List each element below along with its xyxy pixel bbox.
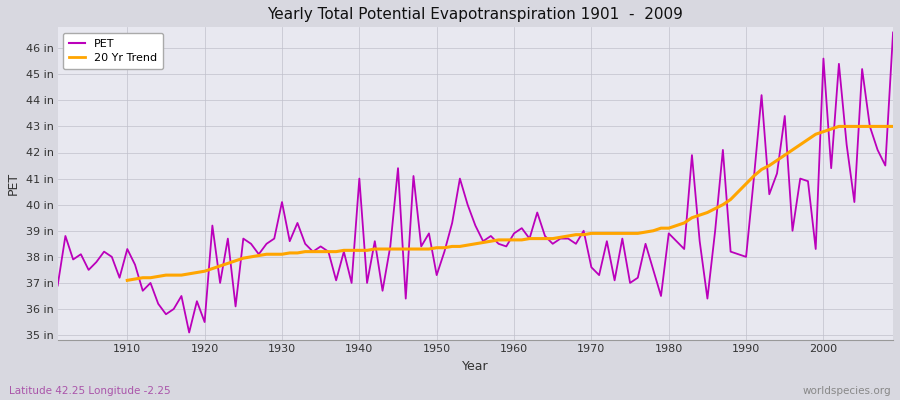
PET bbox=[887, 30, 898, 35]
20 Yr Trend bbox=[122, 278, 132, 283]
Text: Latitude 42.25 Longitude -2.25: Latitude 42.25 Longitude -2.25 bbox=[9, 386, 171, 396]
20 Yr Trend bbox=[517, 238, 527, 242]
Y-axis label: PET: PET bbox=[7, 172, 20, 195]
20 Yr Trend bbox=[269, 252, 280, 257]
20 Yr Trend bbox=[833, 124, 844, 129]
Line: PET: PET bbox=[58, 32, 893, 332]
PET bbox=[292, 220, 303, 225]
PET bbox=[184, 330, 194, 335]
PET bbox=[338, 249, 349, 254]
Line: 20 Yr Trend: 20 Yr Trend bbox=[127, 126, 893, 280]
Legend: PET, 20 Yr Trend: PET, 20 Yr Trend bbox=[63, 33, 163, 69]
20 Yr Trend bbox=[857, 124, 868, 129]
20 Yr Trend bbox=[300, 249, 310, 254]
X-axis label: Year: Year bbox=[462, 360, 489, 373]
20 Yr Trend bbox=[826, 127, 837, 132]
Title: Yearly Total Potential Evapotranspiration 1901  -  2009: Yearly Total Potential Evapotranspiratio… bbox=[267, 7, 683, 22]
PET bbox=[609, 278, 620, 283]
Text: worldspecies.org: worldspecies.org bbox=[803, 386, 891, 396]
20 Yr Trend bbox=[887, 124, 898, 129]
20 Yr Trend bbox=[579, 232, 590, 237]
PET bbox=[517, 226, 527, 230]
PET bbox=[508, 231, 519, 236]
PET bbox=[52, 283, 63, 288]
PET bbox=[114, 275, 125, 280]
